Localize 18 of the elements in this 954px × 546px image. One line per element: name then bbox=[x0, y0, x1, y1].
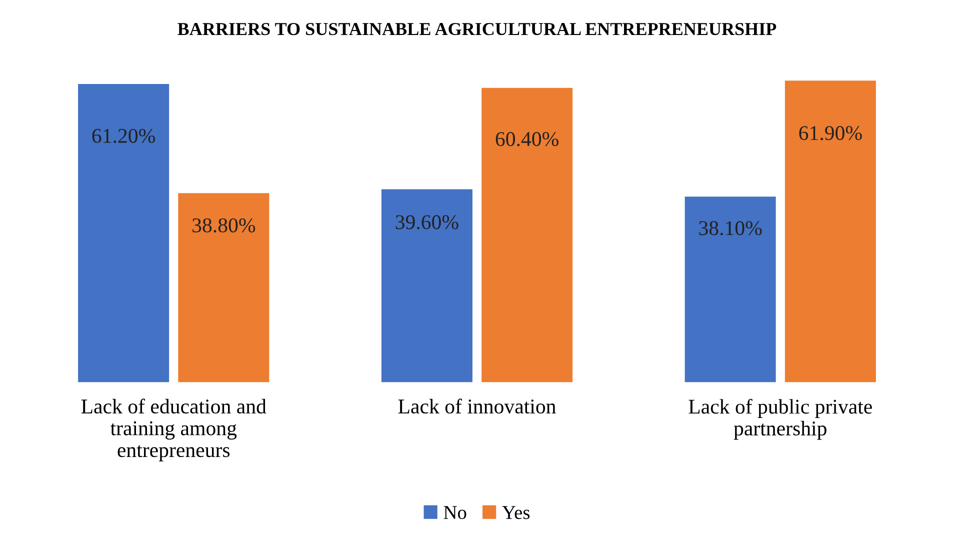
data-label: 61.20% bbox=[92, 128, 155, 143]
bar bbox=[178, 193, 270, 382]
data-label: 39.60% bbox=[396, 215, 458, 230]
x-tick-label: Lack of innovation bbox=[398, 398, 556, 414]
bar bbox=[381, 189, 472, 382]
data-label: 61.90% bbox=[799, 126, 862, 140]
data-label: 38.80% bbox=[192, 218, 256, 232]
chart-title: BARRIERS TO SUSTAINABLE AGRICULTURAL ENTREPRENEURSHIP bbox=[178, 23, 776, 36]
bar bbox=[482, 88, 573, 382]
data-label: 60.40% bbox=[496, 132, 558, 146]
x-tick-label: Lack of education and training among entrepreneurs bbox=[81, 398, 266, 462]
bar bbox=[684, 196, 776, 382]
bar bbox=[78, 84, 170, 382]
x-tick-label: Lack of public private partnership bbox=[688, 398, 872, 440]
bar bbox=[784, 80, 876, 382]
legend-label: No bbox=[444, 506, 466, 520]
legend-label: Yes bbox=[502, 506, 530, 520]
data-label: 38.10% bbox=[699, 221, 762, 236]
